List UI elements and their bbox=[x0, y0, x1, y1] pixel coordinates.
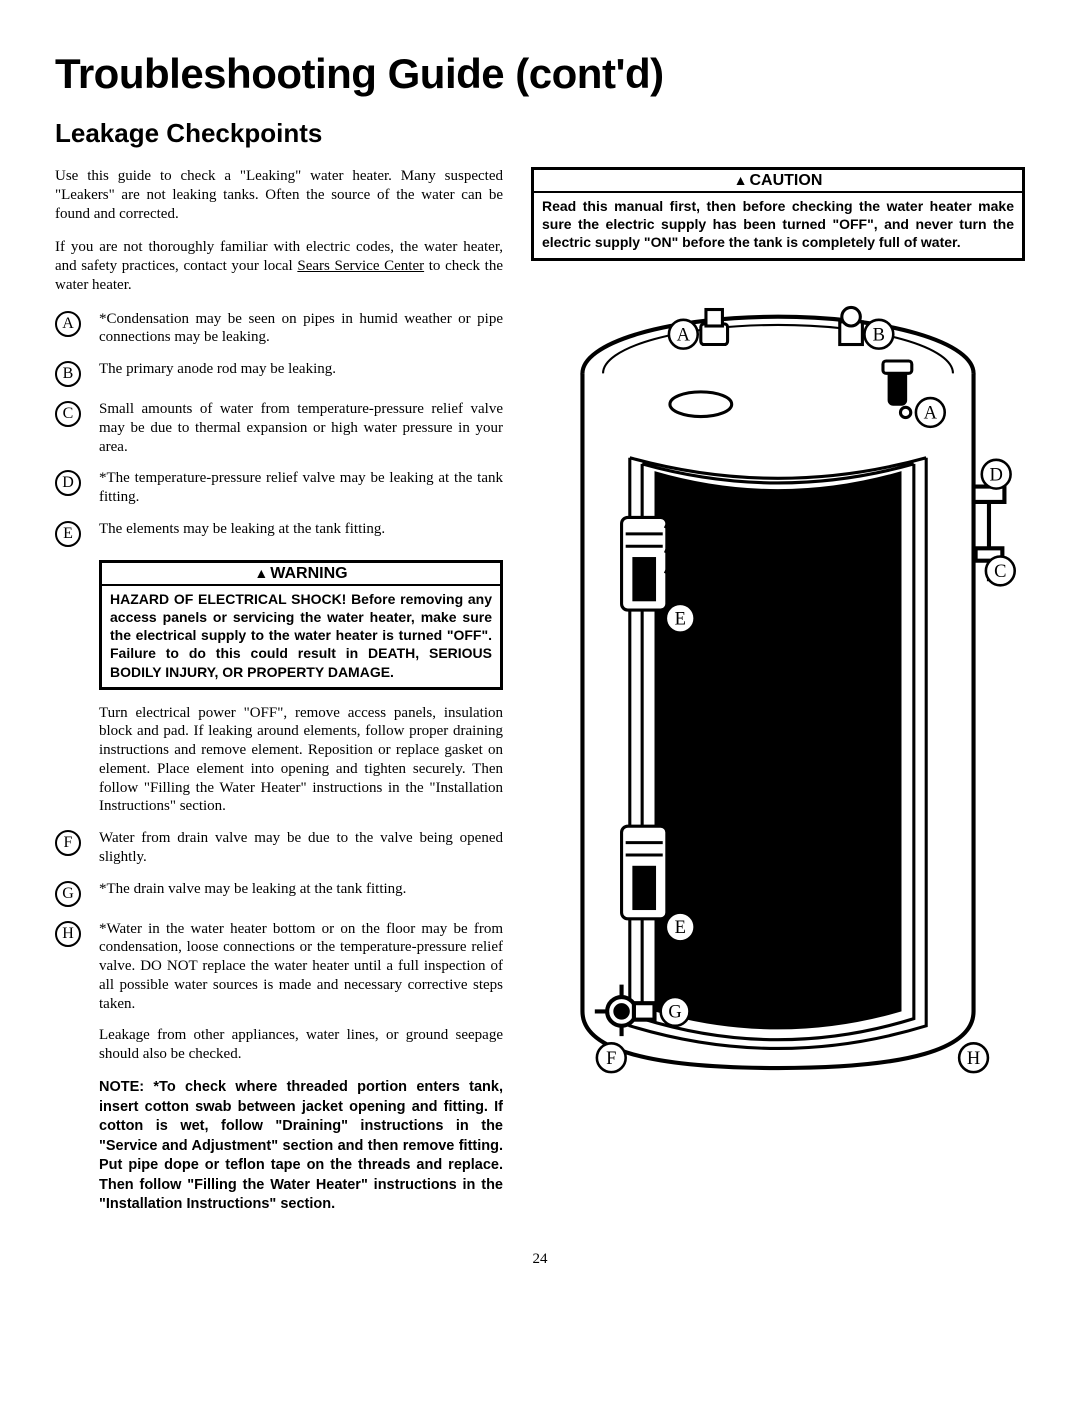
checkpoint-B-text: The primary anode rod may be leaking. bbox=[99, 360, 503, 379]
bubble-H: H bbox=[55, 921, 81, 947]
warning-block: ▲WARNING HAZARD OF ELECTRICAL SHOCK! Bef… bbox=[99, 560, 503, 816]
caution-body: Read this manual first, then before chec… bbox=[534, 193, 1022, 258]
diag-label-G: G bbox=[661, 997, 690, 1026]
bubble-C: C bbox=[55, 401, 81, 427]
svg-text:F: F bbox=[606, 1047, 616, 1068]
right-column: ▲CAUTION Read this manual first, then be… bbox=[531, 167, 1025, 1223]
diag-label-H: H bbox=[959, 1043, 988, 1072]
diag-label-D: D bbox=[982, 459, 1011, 488]
svg-text:E: E bbox=[675, 608, 686, 629]
checkpoint-E-text: The elements may be leaking at the tank … bbox=[99, 520, 503, 539]
checkpoint-F-text: Water from drain valve may be due to the… bbox=[99, 829, 503, 867]
svg-text:C: C bbox=[994, 561, 1006, 582]
note-paragraph: NOTE: *To check where threaded portion e… bbox=[99, 1078, 503, 1215]
checkpoint-D-text: *The temperature-pressure relief valve m… bbox=[99, 469, 503, 507]
checkpoint-A-text: *Condensation may be seen on pipes in hu… bbox=[99, 310, 503, 348]
caution-box: ▲CAUTION Read this manual first, then be… bbox=[531, 167, 1025, 261]
checkpoint-C: C Small amounts of water from temperatur… bbox=[55, 400, 503, 456]
followup-E: Turn electrical power "OFF", remove acce… bbox=[99, 704, 503, 817]
bubble-G: G bbox=[55, 881, 81, 907]
svg-text:E: E bbox=[675, 917, 686, 938]
bubble-D: D bbox=[55, 470, 81, 496]
sears-link: Sears Service Center bbox=[297, 258, 424, 274]
svg-text:H: H bbox=[967, 1047, 980, 1068]
caution-header: ▲CAUTION bbox=[534, 170, 1022, 193]
section-title: Leakage Checkpoints bbox=[55, 118, 1025, 149]
caution-header-text: CAUTION bbox=[749, 172, 822, 189]
svg-text:D: D bbox=[989, 464, 1002, 485]
checkpoint-C-text: Small amounts of water from temperature-… bbox=[99, 400, 503, 456]
page-title: Troubleshooting Guide (cont'd) bbox=[55, 50, 1025, 98]
checkpoint-H-text: *Water in the water heater bottom or on … bbox=[99, 920, 503, 1014]
warning-body: HAZARD OF ELECTRICAL SHOCK! Before remov… bbox=[102, 586, 500, 687]
intro-paragraph-1: Use this guide to check a "Leaking" wate… bbox=[55, 167, 503, 223]
diag-label-A1: A bbox=[669, 319, 698, 348]
warning-header-text: WARNING bbox=[270, 565, 347, 582]
caution-triangle-icon: ▲ bbox=[734, 172, 748, 188]
warning-box: ▲WARNING HAZARD OF ELECTRICAL SHOCK! Bef… bbox=[99, 560, 503, 690]
followup-H-block: Leakage from other appliances, water lin… bbox=[99, 1026, 503, 1214]
svg-text:G: G bbox=[668, 1001, 681, 1022]
page-number: 24 bbox=[55, 1251, 1025, 1268]
checkpoint-D: D *The temperature-pressure relief valve… bbox=[55, 469, 503, 507]
diag-label-A2: A bbox=[916, 398, 945, 427]
bubble-B: B bbox=[55, 361, 81, 387]
checkpoint-H: H *Water in the water heater bottom or o… bbox=[55, 920, 503, 1014]
water-heater-diagram: A B A D C bbox=[531, 291, 1025, 1094]
intro-paragraph-2: If you are not thoroughly familiar with … bbox=[55, 238, 503, 294]
diag-label-C: C bbox=[986, 556, 1015, 585]
warning-triangle-icon: ▲ bbox=[254, 565, 268, 581]
bubble-F: F bbox=[55, 830, 81, 856]
diag-label-F: F bbox=[597, 1043, 626, 1072]
diag-label-E1: E bbox=[666, 603, 695, 632]
svg-text:A: A bbox=[677, 324, 691, 345]
checkpoint-F: F Water from drain valve may be due to t… bbox=[55, 829, 503, 867]
checkpoint-B: B The primary anode rod may be leaking. bbox=[55, 360, 503, 387]
followup-H: Leakage from other appliances, water lin… bbox=[99, 1026, 503, 1064]
diag-label-E2: E bbox=[666, 912, 695, 941]
left-column: Use this guide to check a "Leaking" wate… bbox=[55, 167, 503, 1223]
two-column-layout: Use this guide to check a "Leaking" wate… bbox=[55, 167, 1025, 1223]
bubble-E: E bbox=[55, 521, 81, 547]
caution-block: ▲CAUTION Read this manual first, then be… bbox=[531, 167, 1025, 261]
checkpoint-G: G *The drain valve may be leaking at the… bbox=[55, 880, 503, 907]
checkpoint-E: E The elements may be leaking at the tan… bbox=[55, 520, 503, 547]
warning-header: ▲WARNING bbox=[102, 563, 500, 586]
diag-label-B: B bbox=[864, 319, 893, 348]
svg-text:A: A bbox=[924, 402, 938, 423]
checkpoint-A: A *Condensation may be seen on pipes in … bbox=[55, 310, 503, 348]
bubble-A: A bbox=[55, 311, 81, 337]
svg-text:B: B bbox=[873, 324, 885, 345]
checkpoint-G-text: *The drain valve may be leaking at the t… bbox=[99, 880, 503, 899]
